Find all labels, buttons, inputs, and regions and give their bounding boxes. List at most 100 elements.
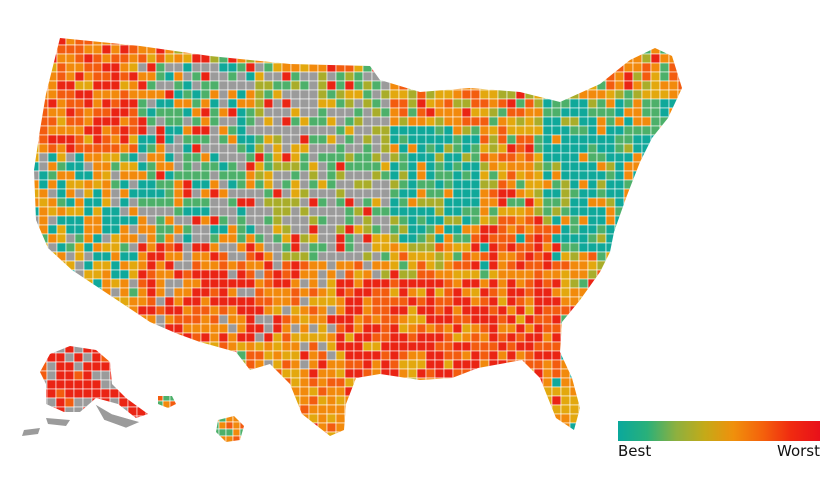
county-tile xyxy=(73,406,84,417)
county-tile xyxy=(407,296,418,307)
county-tile xyxy=(380,377,391,388)
county-tile xyxy=(128,323,139,334)
county-tile xyxy=(677,368,682,379)
county-tile xyxy=(335,350,346,361)
county-tile xyxy=(137,395,148,406)
county-tile xyxy=(326,251,337,262)
county-tile xyxy=(200,404,211,415)
county-tile xyxy=(245,215,256,226)
county-tile xyxy=(236,71,247,82)
county-tile xyxy=(362,341,373,352)
county-tile xyxy=(100,361,111,372)
county-tile xyxy=(225,400,234,409)
county-tile xyxy=(425,170,436,181)
county-tile xyxy=(533,332,544,343)
county-tile xyxy=(434,305,445,316)
county-tile xyxy=(362,71,373,82)
county-tile xyxy=(344,233,355,244)
county-tile xyxy=(56,260,67,271)
county-tile xyxy=(452,215,463,226)
county-tile xyxy=(596,161,607,172)
county-tile xyxy=(236,323,247,334)
county-tile xyxy=(344,332,355,343)
county-tile xyxy=(434,206,445,217)
county-tile xyxy=(74,431,85,436)
county-tile xyxy=(416,422,427,433)
county-tile xyxy=(650,125,661,136)
county-tile xyxy=(145,352,148,363)
county-tile xyxy=(632,197,643,208)
county-tile xyxy=(236,314,247,325)
county-tile xyxy=(452,152,463,163)
county-tile xyxy=(218,396,227,402)
county-tile xyxy=(605,413,616,424)
county-tile xyxy=(560,278,571,289)
county-tile xyxy=(118,352,129,363)
county-tile xyxy=(389,233,400,244)
county-tile xyxy=(182,377,193,388)
county-tile xyxy=(416,197,427,208)
county-tile xyxy=(34,134,40,145)
county-tile xyxy=(146,134,157,145)
county-tile xyxy=(632,314,643,325)
county-tile xyxy=(101,179,112,190)
county-tile xyxy=(46,379,57,390)
county-tile xyxy=(263,38,274,46)
county-tile xyxy=(110,404,121,415)
county-tile xyxy=(389,44,400,55)
county-tile xyxy=(83,143,94,154)
county-tile xyxy=(452,116,463,127)
county-tile xyxy=(371,278,382,289)
county-tile xyxy=(515,359,526,370)
county-tile xyxy=(569,107,580,118)
county-tile xyxy=(281,71,292,82)
county-tile xyxy=(209,80,220,91)
county-tile xyxy=(164,125,175,136)
county-tile xyxy=(407,125,418,136)
county-tile xyxy=(578,62,589,73)
county-tile xyxy=(497,431,508,436)
county-tile xyxy=(308,161,319,172)
county-tile xyxy=(146,188,157,199)
county-tile xyxy=(497,71,508,82)
county-tile xyxy=(34,296,40,307)
county-tile xyxy=(380,197,391,208)
county-tile xyxy=(127,370,138,381)
county-tile xyxy=(542,305,553,316)
county-tile xyxy=(623,287,634,298)
county-tile xyxy=(74,170,85,181)
county-tile xyxy=(245,386,256,397)
county-tile xyxy=(560,323,571,334)
county-tile xyxy=(317,134,328,145)
county-tile xyxy=(560,377,571,388)
county-tile xyxy=(641,152,652,163)
county-tile xyxy=(551,44,562,55)
county-tile xyxy=(197,414,206,423)
county-tile xyxy=(83,305,94,316)
county-tile xyxy=(290,89,301,100)
county-tile xyxy=(470,359,481,370)
county-tile xyxy=(569,170,580,181)
county-tile xyxy=(470,422,481,433)
county-tile xyxy=(272,323,283,334)
county-tile xyxy=(299,134,310,145)
county-tile xyxy=(677,62,682,73)
county-tile xyxy=(578,116,589,127)
county-tile xyxy=(137,323,148,334)
county-tile xyxy=(272,359,283,370)
county-tile xyxy=(162,396,171,402)
county-tile xyxy=(560,332,571,343)
county-tile xyxy=(551,314,562,325)
county-tile xyxy=(263,80,274,91)
county-tile xyxy=(128,251,139,262)
county-tile xyxy=(218,428,227,437)
county-tile xyxy=(281,170,292,181)
county-tile xyxy=(236,377,247,388)
county-tile xyxy=(533,125,544,136)
county-tile xyxy=(524,431,535,436)
county-tile xyxy=(64,388,75,399)
county-tile xyxy=(614,251,625,262)
county-tile xyxy=(398,152,409,163)
county-tile xyxy=(299,161,310,172)
county-tile xyxy=(506,188,517,199)
